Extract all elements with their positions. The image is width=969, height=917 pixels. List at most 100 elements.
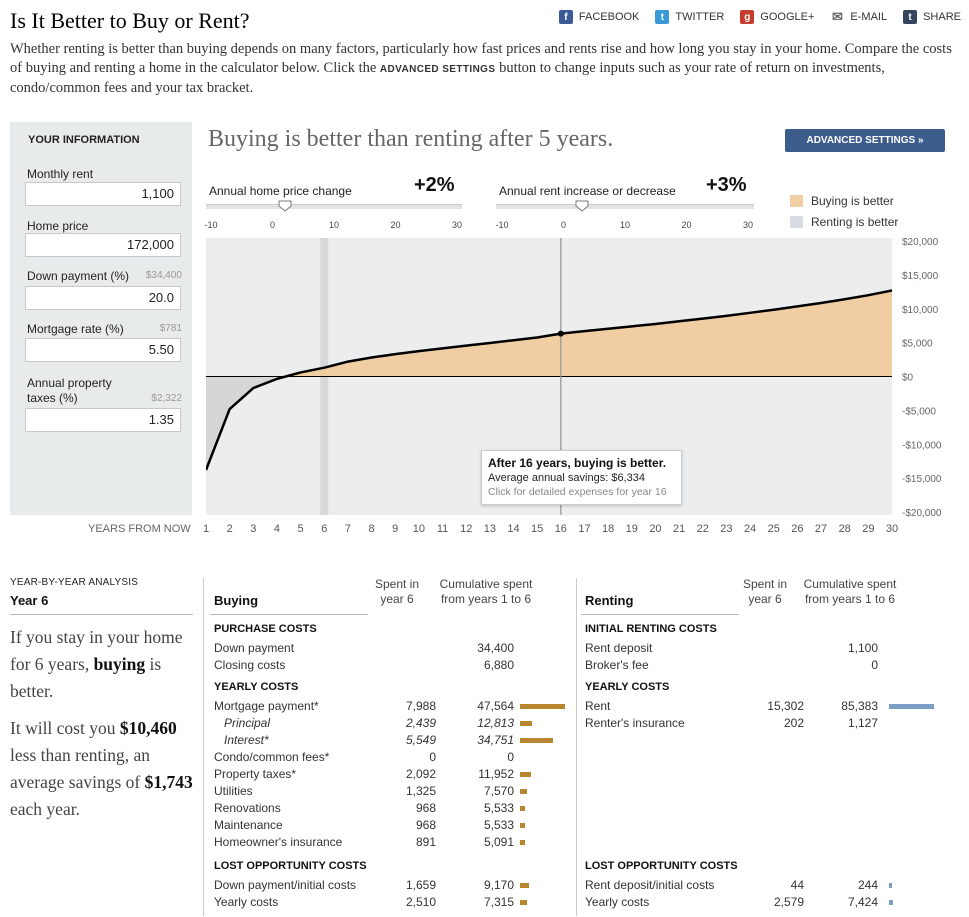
share-share-button[interactable]: t SHARE [903, 10, 961, 24]
twitter-icon: t [655, 10, 670, 24]
page-title: Is It Better to Buy or Rent? [10, 8, 250, 33]
row-spent-value: 7,988 [405, 699, 436, 713]
legend-rent-swatch [790, 215, 803, 228]
share-facebook-button[interactable]: f FACEBOOK [558, 10, 639, 24]
x-tick-label[interactable]: 14 [507, 523, 520, 535]
x-tick-label[interactable]: 11 [436, 523, 449, 535]
renting-row: Rent 15,302 85,383 [585, 698, 959, 715]
share-google-button[interactable]: g GOOGLE+ [740, 10, 814, 24]
slider-tick: 20 [681, 220, 692, 230]
x-tick-label[interactable]: 29 [862, 523, 875, 535]
renting-section-title: LOST OPPORTUNITY COSTS [585, 860, 738, 872]
x-tick-label[interactable]: 17 [578, 523, 591, 535]
y-tick-label: $5,000 [902, 339, 933, 350]
your-information-panel: YOUR INFORMATION Monthly rent 1,100 Home… [10, 122, 192, 515]
row-cumulative-value: 1,127 [847, 716, 878, 730]
row-bar [520, 738, 553, 743]
share-twitter-button[interactable]: t TWITTER [655, 10, 724, 24]
years-axis: YEARS FROM NOW 1 2 3 4 5 6 7 8 9 10 11 12 13 14 15 16 17… [0, 520, 969, 540]
x-tick-label[interactable]: 6 [321, 523, 328, 535]
x-tick-label[interactable]: 13 [483, 523, 496, 535]
rent-change-handle[interactable] [575, 200, 589, 212]
x-tick-label[interactable]: 28 [838, 523, 851, 535]
x-tick-label[interactable]: 3 [250, 523, 257, 535]
headline: Buying is better than renting after 5 ye… [208, 126, 614, 152]
price-change-track[interactable] [206, 204, 462, 209]
mortgage-rate-input[interactable]: 5.50 [25, 338, 181, 362]
row-cumulative-value: 0 [871, 658, 878, 672]
renting-row: Rent deposit/initial costs 44 244 [585, 877, 959, 894]
property-taxes-input[interactable]: 1.35 [25, 408, 181, 432]
row-label: Renovations [214, 801, 281, 815]
chart-legend: Buying is better Renting is better [790, 190, 898, 232]
home-price-input[interactable]: 172,000 [25, 233, 181, 257]
row-spent-value: 2,579 [773, 895, 804, 909]
x-tick-label[interactable]: 1 [202, 523, 210, 535]
x-tick-label[interactable]: 10 [412, 523, 426, 535]
x-tick-label[interactable]: 24 [743, 523, 757, 535]
x-tick-label[interactable]: 18 [602, 523, 615, 535]
x-tick-label[interactable]: 5 [297, 523, 304, 535]
x-tick-label[interactable]: 22 [696, 523, 709, 535]
year-by-year-label: YEAR-BY-YEAR ANALYSIS [10, 577, 139, 588]
row-spent-value: 0 [429, 750, 436, 764]
row-cumulative-value: 12,813 [477, 716, 514, 730]
row-bar [889, 704, 934, 709]
chart-tooltip[interactable]: After 16 years, buying is better. Averag… [481, 450, 682, 505]
row-label: Interest* [224, 733, 269, 747]
slider-tick: 10 [328, 220, 340, 230]
summary-total-savings: $10,460 [119, 718, 177, 738]
x-tick-label[interactable]: 23 [720, 523, 733, 535]
x-tick-label[interactable]: 30 [885, 523, 899, 535]
x-tick-label[interactable]: 9 [392, 523, 399, 535]
y-tick-label: -$10,000 [902, 440, 942, 451]
row-bar [520, 840, 525, 845]
row-cumulative-value: 47,564 [477, 699, 514, 713]
summary-verdict: If you stay in your home for 6 years, bu… [10, 624, 195, 705]
intro-text: Whether renting is better than buying de… [10, 40, 955, 98]
down-payment-input[interactable]: 20.0 [25, 286, 181, 310]
home-price-label: Home price [27, 219, 89, 233]
x-tick-label[interactable]: 2 [226, 523, 233, 535]
share-label: SHARE [923, 11, 961, 23]
share-email-button[interactable]: ✉ E-MAIL [830, 9, 887, 24]
buying-row: Down payment 34,400 [214, 640, 590, 657]
renting-row: Yearly costs 2,579 7,424 [585, 894, 959, 911]
monthly-rent-input[interactable]: 1,100 [25, 182, 181, 206]
price-change-handle[interactable] [278, 200, 292, 212]
rent-change-track[interactable] [496, 204, 754, 209]
x-tick-label[interactable]: 4 [273, 523, 281, 535]
tooltip-click-hint: Click for detailed expenses for year 16 [488, 486, 667, 498]
renting-row: Broker's fee 0 [585, 657, 959, 674]
x-tick-label[interactable]: 15 [531, 523, 544, 535]
x-tick-label[interactable]: 27 [814, 523, 828, 535]
x-tick-label[interactable]: 25 [767, 523, 780, 535]
x-tick-label[interactable]: 16 [554, 523, 567, 535]
row-label: Yearly costs [214, 895, 279, 909]
x-tick-label[interactable]: 12 [460, 523, 473, 535]
x-tick-label[interactable]: 19 [625, 523, 638, 535]
row-cumulative-value: 5,533 [483, 818, 514, 832]
x-tick-label[interactable]: 20 [649, 523, 662, 535]
mortgage-monthly-amount: $781 [159, 323, 182, 334]
buying-row: Property taxes* 2,092 11,952 [214, 766, 590, 783]
row-cumulative-value: 0 [507, 750, 514, 764]
row-cumulative-value: 1,100 [847, 641, 878, 655]
row-label: Utilities [214, 784, 253, 798]
tooltip-heading: After 16 years, buying is better. [488, 456, 667, 470]
buying-spent-header: Spent in year 6 [374, 577, 420, 606]
data-point-year-16 [557, 330, 564, 337]
row-spent-value: 2,092 [405, 767, 436, 781]
selected-year: Year 6 [10, 593, 49, 608]
share-bar: f FACEBOOK t TWITTER g GOOGLE+ ✉ E-MAIL t SHARE [558, 9, 961, 24]
row-spent-value: 15,302 [767, 699, 804, 713]
slider-tick: 20 [390, 220, 401, 230]
x-tick-label[interactable]: 26 [791, 523, 804, 535]
advanced-settings-button[interactable]: ADVANCED SETTINGS » [785, 129, 945, 152]
summary-p2e: each year. [10, 799, 80, 819]
x-tick-label[interactable]: 7 [344, 523, 351, 535]
row-cumulative-value: 85,383 [841, 699, 878, 713]
x-tick-label[interactable]: 21 [672, 523, 686, 535]
x-tick-label[interactable]: 8 [368, 523, 375, 535]
rent-change-label: Annual rent increase or decrease [499, 184, 676, 198]
